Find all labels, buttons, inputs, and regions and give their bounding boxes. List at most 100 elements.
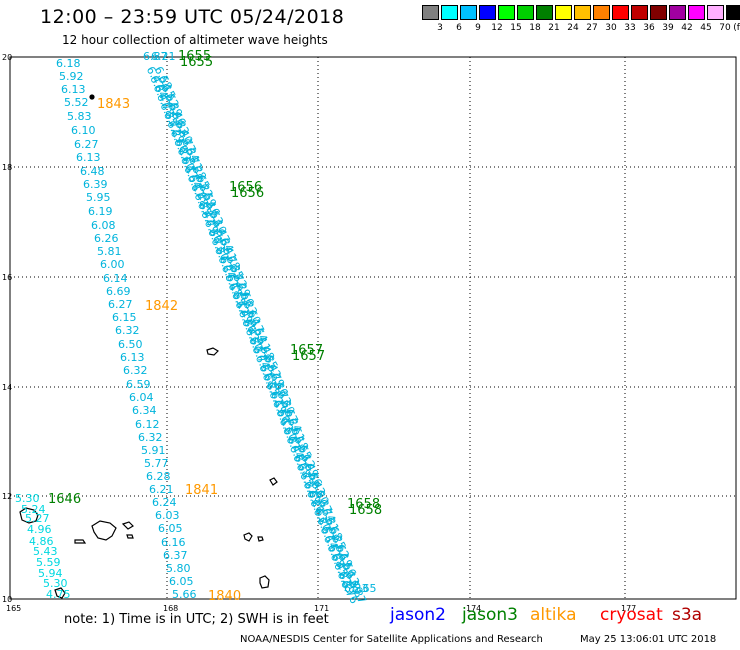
satellite-cryosat: cryosat <box>600 605 663 625</box>
wave-height-value: 6.28 <box>146 470 171 483</box>
wave-height-value: 5.66 <box>172 588 197 601</box>
scale-swatch <box>612 5 629 20</box>
lat-label: 12 <box>2 492 12 501</box>
wave-height-value: 5.94 <box>38 567 63 580</box>
wave-height-value: 6.50 <box>118 338 143 351</box>
wave-height-value: 6.12 <box>135 418 160 431</box>
wave-height-value: 6.32 <box>123 364 148 377</box>
wave-height-value: 5.92 <box>59 70 84 83</box>
wave-height-value: 6.27 <box>108 298 133 311</box>
jason3-pass-time: 1657 <box>290 343 323 358</box>
wave-height-value: 5.30 <box>43 577 68 590</box>
timestamp: May 25 13:06:01 UTC 2018 <box>580 634 717 645</box>
island <box>91 520 117 541</box>
scale-label: 18 <box>529 23 541 33</box>
scale-swatch <box>555 5 572 20</box>
wave-height-value: 6.26 <box>94 232 119 245</box>
wave-height-value: 4.75 <box>46 588 71 601</box>
island <box>54 587 66 599</box>
wave-height-value: 5.52 <box>64 96 89 109</box>
wave-height-value: 6.03 <box>155 509 180 522</box>
wave-height-value: 6.24 <box>152 496 177 509</box>
scale-label: 39 <box>662 23 674 33</box>
scale-label: 45 <box>700 23 712 33</box>
wave-height-value: 5.30 <box>15 492 40 505</box>
island <box>259 575 270 589</box>
footer-note: note: 1) Time is in UTC; 2) SWH is in fe… <box>64 612 329 627</box>
lon-label: 177 <box>621 604 636 613</box>
scale-swatch <box>688 5 705 20</box>
scale-swatch <box>574 5 591 20</box>
island <box>257 536 264 542</box>
wave-height-value: 6.05 <box>158 522 183 535</box>
scale-swatch <box>650 5 667 20</box>
wave-height-value: 5.81 <box>97 245 122 258</box>
altika-pass-time: 1840 <box>208 589 241 604</box>
scale-label: 27 <box>586 23 598 33</box>
wave-height-value: 6.10 <box>71 124 96 137</box>
lon-label: 174 <box>466 604 481 613</box>
wave-height-value: 6.27 <box>74 138 99 151</box>
scale-label: 42 <box>681 23 693 33</box>
scale-label: 9 <box>475 23 481 33</box>
wave-height-value: 5.77 <box>144 457 169 470</box>
scale-label: 70 <box>719 23 731 33</box>
wave-height-value: 5.80 <box>166 562 191 575</box>
scale-swatch <box>726 5 740 20</box>
island <box>121 521 134 530</box>
satellite-jason3: jason3 <box>462 605 518 625</box>
scale-label: 15 <box>510 23 522 33</box>
scale-label: 33 <box>624 23 636 33</box>
scale-swatch <box>631 5 648 20</box>
scale-swatch <box>422 5 439 20</box>
jason3-pass-time: 1658 <box>347 497 380 512</box>
graticule <box>10 57 736 599</box>
scale-swatch <box>479 5 496 20</box>
satellite-altika: altika <box>530 605 577 625</box>
wave-height-value: 5.43 <box>33 545 58 558</box>
island <box>126 534 134 539</box>
lat-label: 20 <box>2 53 12 62</box>
lon-label: 171 <box>314 604 329 613</box>
map-frame <box>9 56 737 600</box>
wave-height-value: 6.32 <box>138 431 163 444</box>
wave-height-value: 5.65 <box>352 582 377 595</box>
credit-line: NOAA/NESDIS Center for Satellite Applica… <box>240 634 543 645</box>
jason3-pass-time: 1656 <box>231 186 264 201</box>
altika-pass-time: 1843 <box>97 97 130 112</box>
lat-label: 16 <box>2 273 12 282</box>
wave-height-value: 4.86 <box>29 535 54 548</box>
jason3-pass-time: 1656 <box>229 180 262 195</box>
wave-height-value: 6.39 <box>83 178 108 191</box>
island <box>269 477 278 486</box>
wave-height-value: 6.13 <box>76 151 101 164</box>
wave-height-value: 6.21 <box>149 483 174 496</box>
wave-height-value: 6.18 <box>56 57 81 70</box>
scale-label: 30 <box>605 23 617 33</box>
scale-swatch <box>707 5 724 20</box>
scale-swatch <box>498 5 515 20</box>
lon-label: 168 <box>163 604 178 613</box>
altika-pass-time: 1842 <box>145 299 178 314</box>
wave-height-value: 6.32 <box>115 324 140 337</box>
wave-height-value: 6.15 <box>112 311 137 324</box>
map-title: 12:00 – 23:59 UTC 05/24/2018 <box>40 6 345 28</box>
wave-height-value: 6.00 <box>100 258 125 271</box>
lon-label: 165 <box>6 604 21 613</box>
scale-label: 6 <box>456 23 462 33</box>
scale-unit: (ft) <box>733 23 740 33</box>
lat-label: 14 <box>2 383 12 392</box>
wave-height-value: 5.95 <box>86 191 111 204</box>
satellite-s3a: s3a <box>672 605 703 625</box>
wave-height-value: 6.69 <box>106 285 131 298</box>
scale-swatch <box>441 5 458 20</box>
wave-height-value: 6.19 <box>88 205 113 218</box>
wave-height-value: 5.27 <box>25 512 50 525</box>
wave-height-value: 5.91 <box>141 444 166 457</box>
scale-label: 36 <box>643 23 655 33</box>
satellite-jason2: jason2 <box>390 605 446 625</box>
wave-height-value: 6.13 <box>120 351 145 364</box>
wave-height-value: 6.21 <box>151 50 176 63</box>
